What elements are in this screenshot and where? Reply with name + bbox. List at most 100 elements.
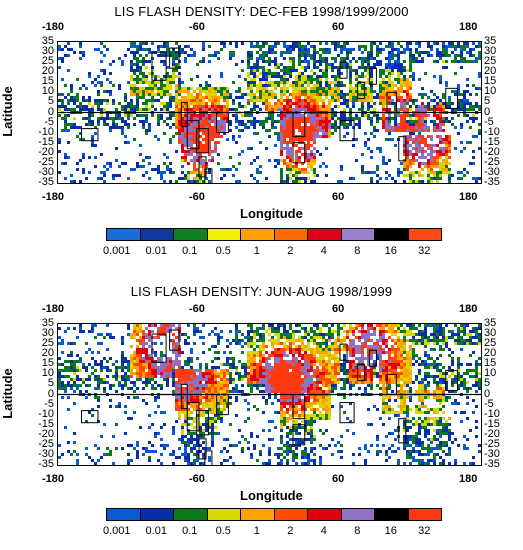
- density-cell: [283, 414, 286, 417]
- density-cell: [406, 138, 409, 141]
- density-cell: [133, 381, 136, 384]
- density-cell: [202, 351, 205, 354]
- density-cell: [175, 51, 178, 54]
- density-cell: [187, 144, 190, 147]
- chart-title: LIS FLASH DENSITY: JUN-AUG 1998/1999: [130, 284, 393, 299]
- density-cell: [109, 117, 112, 120]
- density-cell: [259, 123, 262, 126]
- density-cell: [289, 333, 292, 336]
- density-cell: [157, 54, 160, 57]
- density-cell: [61, 78, 64, 81]
- density-cell: [187, 135, 190, 138]
- density-cell: [283, 69, 286, 72]
- density-cell: [445, 162, 448, 165]
- density-cell: [316, 87, 319, 90]
- density-cell: [160, 462, 163, 465]
- density-cell: [199, 372, 202, 375]
- density-cell: [295, 405, 298, 408]
- density-cell: [178, 87, 181, 90]
- density-cell: [211, 369, 214, 372]
- density-cell: [307, 378, 310, 381]
- density-cell: [358, 66, 361, 69]
- density-cell: [295, 81, 298, 84]
- density-cell: [412, 114, 415, 117]
- density-cell: [181, 108, 184, 111]
- density-cell: [367, 60, 370, 63]
- density-cell: [280, 423, 283, 426]
- density-cell: [445, 171, 448, 174]
- density-cell: [229, 444, 232, 447]
- density-cell: [259, 378, 262, 381]
- density-cell: [220, 372, 223, 375]
- density-cell: [175, 126, 178, 129]
- density-cell: [409, 51, 412, 54]
- density-cell: [187, 105, 190, 108]
- density-cell: [202, 138, 205, 141]
- density-cell: [436, 108, 439, 111]
- density-cell: [373, 114, 376, 117]
- region-box: [339, 120, 355, 142]
- density-cell: [307, 417, 310, 420]
- density-cell: [148, 414, 151, 417]
- density-cell: [61, 363, 64, 366]
- density-cell: [208, 147, 211, 150]
- density-cell: [274, 144, 277, 147]
- density-cell: [211, 381, 214, 384]
- density-cell: [310, 153, 313, 156]
- density-cell: [88, 411, 91, 414]
- density-cell: [79, 108, 82, 111]
- density-cell: [259, 369, 262, 372]
- density-cell: [310, 129, 313, 132]
- density-cell: [64, 375, 67, 378]
- density-cell: [64, 96, 67, 99]
- density-cell: [196, 399, 199, 402]
- density-cell: [415, 138, 418, 141]
- density-cell: [274, 342, 277, 345]
- density-cell: [295, 453, 298, 456]
- density-cell: [178, 438, 181, 441]
- density-cell: [145, 351, 148, 354]
- density-cell: [268, 117, 271, 120]
- density-cell: [250, 345, 253, 348]
- density-cell: [331, 126, 334, 129]
- density-cell: [307, 144, 310, 147]
- density-cell: [178, 360, 181, 363]
- density-cell: [301, 120, 304, 123]
- density-cell: [304, 351, 307, 354]
- density-cell: [460, 123, 463, 126]
- density-cell: [100, 342, 103, 345]
- density-cell: [280, 381, 283, 384]
- density-cell: [298, 402, 301, 405]
- density-cell: [319, 129, 322, 132]
- density-cell: [298, 117, 301, 120]
- density-cell: [319, 78, 322, 81]
- density-cell: [79, 51, 82, 54]
- density-cell: [244, 363, 247, 366]
- density-cell: [289, 405, 292, 408]
- density-cell: [376, 120, 379, 123]
- density-cell: [406, 129, 409, 132]
- density-cell: [322, 126, 325, 129]
- density-cell: [193, 432, 196, 435]
- density-cell: [244, 342, 247, 345]
- density-cell: [277, 351, 280, 354]
- density-cell: [58, 336, 61, 339]
- density-cell: [130, 63, 133, 66]
- density-cell: [88, 348, 91, 351]
- density-cell: [154, 135, 157, 138]
- density-cell: [136, 444, 139, 447]
- density-cell: [346, 42, 349, 45]
- density-cell: [130, 363, 133, 366]
- density-cell: [409, 165, 412, 168]
- density-cell: [181, 135, 184, 138]
- density-cell: [355, 123, 358, 126]
- density-cell: [307, 81, 310, 84]
- density-cell: [166, 66, 169, 69]
- density-cell: [391, 81, 394, 84]
- density-cell: [289, 84, 292, 87]
- density-cell: [178, 75, 181, 78]
- density-cell: [121, 162, 124, 165]
- density-cell: [370, 90, 373, 93]
- density-cell: [307, 42, 310, 45]
- density-cell: [145, 384, 148, 387]
